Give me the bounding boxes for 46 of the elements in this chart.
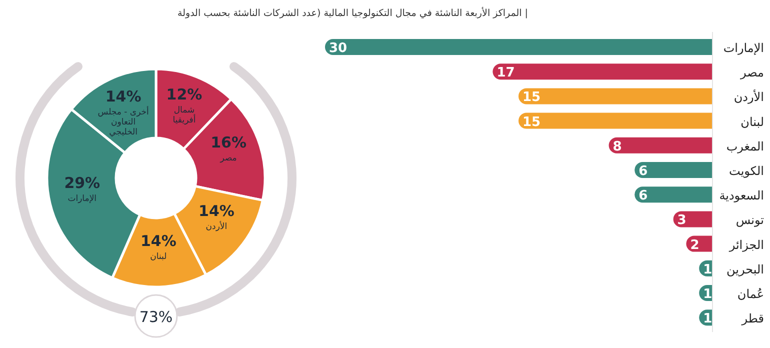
y-tick-label: مصر <box>740 66 764 80</box>
data-label: 30 <box>329 41 348 56</box>
data-label: 14% <box>140 232 176 250</box>
slice-label: لبنان <box>150 252 167 262</box>
y-tick-label: الأردن <box>734 89 764 104</box>
bar <box>325 39 712 55</box>
y-tick-label: الكويت <box>729 164 764 178</box>
text: 73% <box>139 308 173 326</box>
y-tick-label: البحرين <box>726 262 764 276</box>
data-label: 15 <box>522 114 541 130</box>
chart-title: | المراكز الأربعة الناشئة في مجال التكنولوجيا المالية (عدد الشركات الناشئة بحسب الدولة <box>178 6 528 19</box>
data-label: 1 <box>703 312 712 327</box>
bar <box>518 88 712 104</box>
y-tick-label: الجزائر <box>728 238 764 252</box>
y-tick-label: عُمان <box>737 287 764 301</box>
data-label: 1 <box>703 287 712 302</box>
data-label: 12% <box>166 85 202 104</box>
data-label: 8 <box>612 139 622 154</box>
slice-label: مصر <box>219 153 237 164</box>
bar <box>634 186 712 203</box>
y-tick-label: السعودية <box>719 188 764 203</box>
slice-label: الأردن <box>206 220 228 232</box>
y-tick-label: الإمارات <box>723 41 764 55</box>
slice-label: الإمارات <box>68 194 97 204</box>
bar <box>518 112 712 129</box>
y-tick-label: تونس <box>736 213 764 228</box>
slice-label: شمال أفريقيا <box>172 105 196 126</box>
bar <box>492 64 712 80</box>
data-label: 14% <box>105 87 142 106</box>
data-label: 3 <box>677 213 686 228</box>
y-tick-label: لبنان <box>740 114 764 129</box>
data-label: 15 <box>522 90 541 106</box>
data-label: 6 <box>638 188 648 204</box>
data-label: 6 <box>638 164 648 179</box>
data-label: 14% <box>198 202 234 220</box>
bar <box>673 211 712 228</box>
slice-label: أخرى - مجلس التعاون الخليجي <box>98 105 149 138</box>
data-label: 16% <box>210 133 247 152</box>
bar <box>608 137 712 154</box>
bar <box>634 162 712 178</box>
data-label: 29% <box>64 174 100 192</box>
y-tick-label: المغرب <box>726 139 764 154</box>
y-tick-label: قطر <box>740 312 764 326</box>
data-label: 1 <box>703 262 712 278</box>
data-label: 17 <box>496 66 515 81</box>
data-label: 2 <box>690 238 700 253</box>
